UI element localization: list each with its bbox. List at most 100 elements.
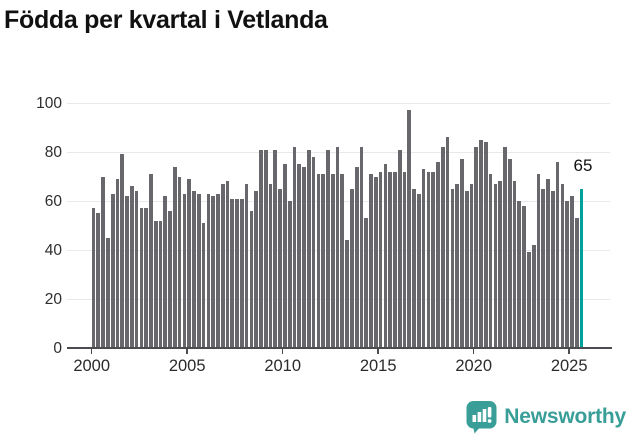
bar — [560, 183, 565, 348]
x-axis-tick-label: 2020 — [455, 357, 493, 375]
y-axis-tick-label: 0 — [53, 339, 62, 357]
bar — [106, 237, 110, 348]
x-axis-tick-label: 2000 — [73, 357, 111, 375]
x-axis-line — [67, 347, 612, 349]
bar — [96, 213, 101, 348]
y-axis-tick-label: 100 — [36, 94, 62, 112]
bar — [393, 171, 397, 348]
bar — [149, 174, 153, 348]
bar — [268, 183, 273, 348]
bar — [570, 196, 574, 348]
bar — [230, 198, 235, 348]
bar — [311, 156, 316, 348]
bar — [483, 142, 488, 348]
bar — [110, 193, 115, 348]
bar — [550, 191, 555, 348]
bar — [249, 210, 254, 348]
bar — [383, 164, 388, 348]
gridline — [67, 103, 610, 104]
x-axis-tick — [186, 349, 188, 354]
bar — [278, 188, 282, 348]
bar — [522, 205, 526, 348]
bar — [450, 188, 455, 348]
bar — [555, 161, 560, 348]
bar — [431, 171, 436, 348]
bar — [297, 164, 302, 348]
bar — [120, 154, 125, 348]
bar — [225, 181, 230, 348]
bar — [565, 201, 569, 348]
bar — [330, 174, 335, 348]
bar — [153, 220, 158, 348]
bar — [541, 188, 546, 348]
bar — [187, 178, 192, 348]
bar — [369, 174, 373, 348]
bar — [240, 198, 244, 348]
bar — [488, 174, 493, 348]
bar — [512, 181, 517, 348]
bar — [388, 171, 392, 348]
bar — [292, 147, 297, 348]
newsworthy-logo[interactable]: Newsworthy — [466, 400, 626, 434]
bar — [340, 174, 345, 348]
bar — [426, 171, 431, 348]
bar — [402, 171, 407, 348]
bar — [445, 137, 450, 348]
x-axis-tick — [377, 349, 379, 354]
x-axis-tick — [281, 349, 284, 354]
bar — [517, 201, 522, 348]
y-axis-tick-label: 80 — [44, 143, 62, 161]
bar — [192, 191, 196, 348]
last-value-label: 65 — [573, 156, 593, 175]
bar — [507, 159, 512, 348]
x-axis-tick-label: 2015 — [359, 357, 397, 375]
bar — [335, 147, 340, 348]
bar — [546, 178, 550, 348]
bar-chart-speech-bubble-icon — [466, 401, 497, 434]
bar — [287, 201, 292, 348]
bar — [417, 193, 421, 348]
bar — [440, 147, 445, 348]
x-axis-tick — [568, 349, 570, 354]
bar — [216, 193, 220, 348]
bar — [455, 183, 459, 348]
bar — [354, 166, 359, 348]
bar — [302, 166, 306, 348]
bar — [144, 208, 148, 348]
bar — [201, 223, 206, 348]
bar — [316, 174, 321, 348]
bar — [158, 220, 163, 348]
x-axis-tick — [472, 349, 475, 354]
bar — [350, 188, 354, 348]
bar — [306, 149, 311, 348]
bar — [101, 176, 105, 348]
bar — [283, 164, 287, 348]
bar — [498, 181, 503, 348]
bar — [469, 183, 474, 348]
bar — [364, 218, 369, 348]
bar — [412, 188, 416, 348]
bar — [134, 191, 139, 348]
bar — [273, 149, 278, 348]
bar — [254, 191, 259, 348]
bar — [263, 149, 268, 348]
bar — [115, 178, 120, 348]
bar — [359, 147, 364, 348]
bar — [244, 183, 249, 348]
bar — [259, 149, 263, 348]
bar — [460, 159, 464, 348]
bar — [527, 252, 531, 348]
bar — [373, 176, 378, 348]
bar — [531, 245, 536, 348]
x-axis-tick — [90, 349, 93, 354]
bar — [321, 174, 326, 348]
bar — [493, 183, 498, 348]
bar — [397, 149, 402, 348]
bar — [326, 149, 330, 348]
bar — [421, 169, 426, 348]
bar — [474, 147, 479, 348]
x-axis-tick-label: 2025 — [550, 357, 588, 375]
bar — [182, 193, 187, 348]
bar — [536, 174, 541, 348]
